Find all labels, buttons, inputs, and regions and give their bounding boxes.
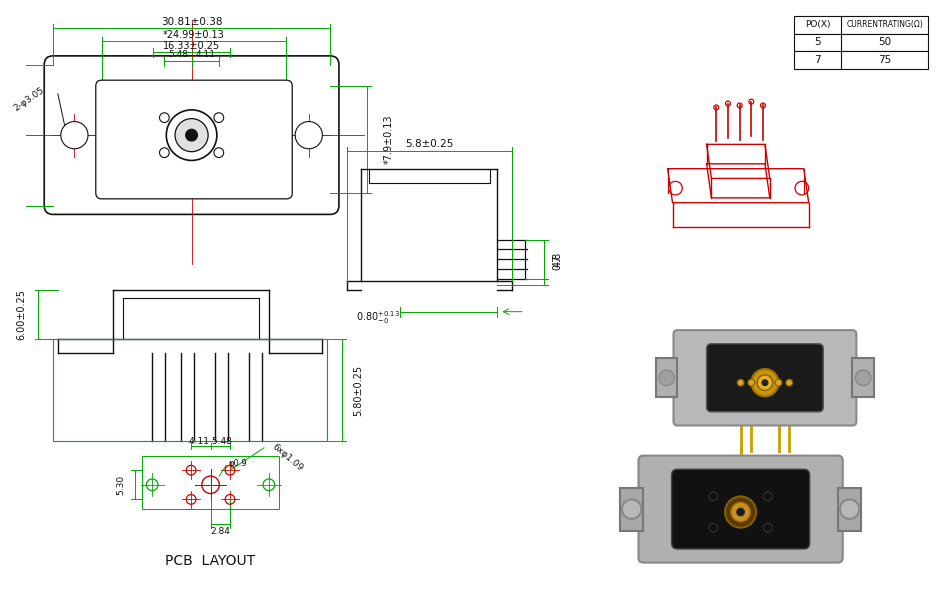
Text: *7.9±0.13: *7.9±0.13 [384, 115, 394, 164]
Text: PCB  LAYOUT: PCB LAYOUT [165, 554, 256, 568]
Bar [53, 339, 327, 441]
Text: 5.8±0.25: 5.8±0.25 [405, 139, 454, 149]
Bar [838, 488, 861, 530]
Circle shape [737, 508, 744, 516]
Bar [620, 488, 643, 530]
FancyBboxPatch shape [671, 469, 809, 549]
Bar [794, 51, 929, 68]
Circle shape [855, 370, 871, 386]
Bar [143, 455, 278, 509]
Circle shape [762, 380, 768, 386]
Text: 50: 50 [878, 37, 891, 47]
Circle shape [748, 379, 755, 386]
Text: 16.33±0.25: 16.33±0.25 [163, 41, 220, 51]
Circle shape [659, 370, 675, 386]
Circle shape [763, 492, 773, 501]
Text: 75: 75 [878, 55, 891, 65]
FancyBboxPatch shape [44, 56, 339, 214]
Text: 5: 5 [814, 37, 821, 47]
Circle shape [776, 379, 782, 386]
Circle shape [763, 523, 773, 532]
Circle shape [295, 122, 322, 149]
Circle shape [751, 369, 778, 396]
Bar [853, 358, 874, 397]
Circle shape [175, 119, 208, 152]
Text: 12.50±0.25: 12.50±0.25 [0, 106, 2, 164]
Text: 7: 7 [814, 55, 821, 65]
Text: 30.81±0.38: 30.81±0.38 [161, 17, 223, 27]
Circle shape [61, 122, 88, 149]
Circle shape [622, 499, 641, 519]
Circle shape [160, 113, 169, 122]
Text: 0.7: 0.7 [553, 255, 563, 270]
Circle shape [839, 499, 859, 519]
FancyBboxPatch shape [638, 455, 843, 563]
Text: 5.80±0.25: 5.80±0.25 [353, 364, 364, 416]
FancyBboxPatch shape [96, 80, 292, 199]
Circle shape [709, 523, 718, 532]
Circle shape [186, 130, 197, 141]
Circle shape [709, 492, 718, 501]
Text: CURRENTRATING(Ω): CURRENTRATING(Ω) [846, 20, 923, 29]
Text: 6.00±0.25: 6.00±0.25 [17, 289, 27, 340]
Text: *24.99±0.13: *24.99±0.13 [164, 31, 225, 40]
Text: 4.11 5.48: 4.11 5.48 [189, 437, 232, 446]
Circle shape [786, 379, 792, 386]
Circle shape [160, 148, 169, 158]
Circle shape [757, 375, 773, 391]
Text: 2-φ3.05: 2-φ3.05 [12, 85, 46, 113]
Text: 5.30: 5.30 [117, 475, 126, 495]
Bar [794, 16, 929, 34]
Text: PO(X): PO(X) [805, 20, 830, 29]
Circle shape [214, 113, 224, 122]
Circle shape [214, 148, 224, 158]
Circle shape [737, 379, 744, 386]
Text: 5.48: 5.48 [168, 50, 188, 59]
Text: 2.84: 2.84 [211, 527, 230, 536]
Text: 4.11: 4.11 [196, 50, 215, 59]
Text: 0.80$^{+0.13}_{-0}$: 0.80$^{+0.13}_{-0}$ [356, 309, 400, 326]
Text: 4.8: 4.8 [553, 251, 563, 267]
Text: φ0.9: φ0.9 [228, 459, 246, 468]
FancyBboxPatch shape [707, 344, 823, 412]
Circle shape [725, 496, 756, 527]
Circle shape [731, 502, 750, 522]
FancyBboxPatch shape [673, 330, 856, 425]
Bar [794, 34, 929, 51]
Bar [656, 358, 678, 397]
Text: 6xφ1.09: 6xφ1.09 [271, 442, 306, 473]
Circle shape [166, 110, 217, 160]
